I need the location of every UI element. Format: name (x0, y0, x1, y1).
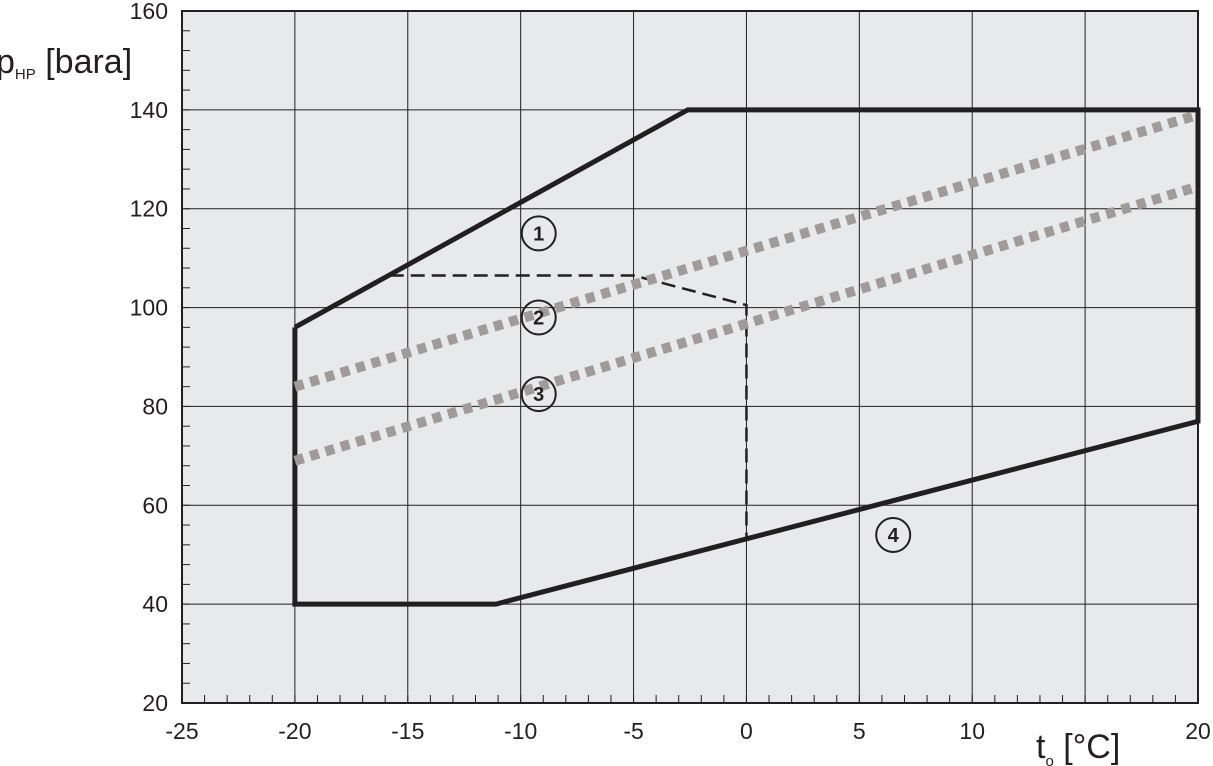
region-marker-label: 1 (533, 223, 544, 245)
x-tick-labels: -25 -20 -15 -10 -5 0 5 10 20 (165, 718, 1210, 744)
y-tick-label: 120 (130, 196, 168, 222)
x-axis-title-sub: o (1045, 753, 1053, 766)
y-tick-label: 60 (142, 492, 168, 518)
y-axis-title-sub: HP (15, 66, 36, 83)
x-axis-title-main: t (1036, 728, 1046, 766)
y-axis-title: pHP [bara] (0, 43, 132, 83)
x-tick-label: -5 (623, 718, 643, 744)
region-marker-label: 2 (533, 307, 544, 329)
x-tick-label: 20 (1185, 718, 1211, 744)
x-tick-label: -10 (504, 718, 537, 744)
x-tick-label: -15 (391, 718, 424, 744)
series-line-solid (292, 107, 1201, 607)
y-tick-label: 160 (130, 0, 168, 24)
region-marker-circle (520, 376, 557, 413)
x-axis-title-unit: [°C] (1054, 728, 1121, 766)
series-line-dashed (389, 274, 748, 540)
y-axis-title-unit: [bara] (36, 43, 132, 81)
y-tick-label: 40 (142, 591, 168, 617)
x-tick-label: 5 (853, 718, 866, 744)
y-tick-label: 20 (142, 690, 168, 716)
region-marker-label: 4 (888, 525, 900, 547)
plot-area (182, 11, 1198, 703)
x-tick-label: -20 (278, 718, 311, 744)
region-marker-circle (875, 516, 912, 553)
series-group (292, 107, 1201, 607)
x-tick-label: -25 (165, 718, 198, 744)
region-marker-label: 3 (533, 384, 544, 406)
series-line-dotted (293, 181, 1200, 466)
y-tick-label: 140 (130, 97, 168, 123)
y-tick-label: 80 (142, 393, 168, 419)
x-axis-title: to [°C] (1036, 728, 1120, 766)
x-tick-label: 0 (740, 718, 753, 744)
region-marker-circle (520, 215, 557, 252)
y-tick-labels: 20 40 60 80 100 120 140 160 (130, 0, 168, 716)
y-tick-label: 100 (130, 295, 168, 321)
y-axis-title-main: p (0, 43, 15, 81)
x-tick-label: 10 (959, 718, 985, 744)
region-labels: 1 2 3 4 (520, 215, 912, 553)
region-marker-circle (520, 299, 557, 336)
series-line-dotted (293, 110, 1200, 392)
